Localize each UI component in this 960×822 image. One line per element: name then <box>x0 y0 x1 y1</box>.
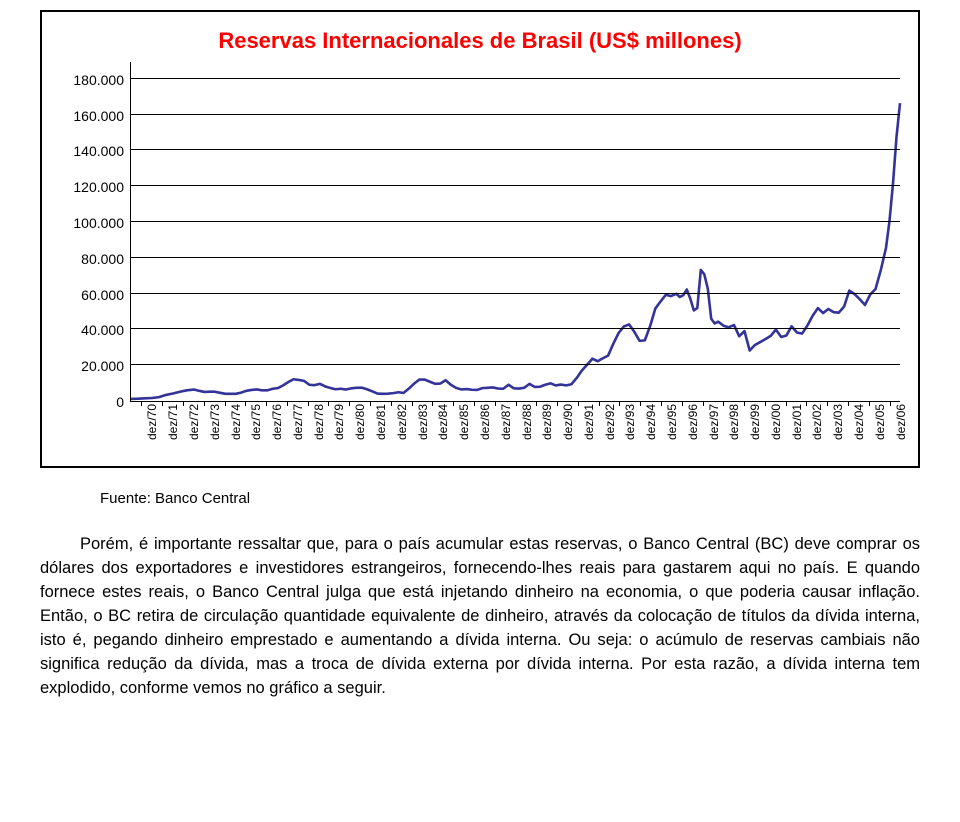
y-tick-label: 160.000 <box>73 108 124 124</box>
chart-body: 020.00040.00060.00080.000100.000120.0001… <box>60 62 900 402</box>
x-axis: dez/70 dez/71 dez/72 dez/73 dez/74 dez/75 dez/… <box>130 402 900 456</box>
x-tick-label: dez/83 <box>416 404 430 440</box>
x-tick-label: dez/95 <box>665 404 679 440</box>
reserves-line <box>131 103 900 399</box>
x-tick-label: dez/88 <box>520 404 534 440</box>
x-tick-label: dez/86 <box>478 404 492 440</box>
gridline <box>131 221 900 222</box>
x-tick-label: dez/80 <box>353 404 367 440</box>
x-tick-label: dez/03 <box>831 404 845 440</box>
gridline <box>131 149 900 150</box>
y-tick-label: 40.000 <box>81 322 124 338</box>
x-tick-label: dez/98 <box>727 404 741 440</box>
x-tick-label: dez/85 <box>457 404 471 440</box>
y-tick-label: 140.000 <box>73 143 124 159</box>
x-tick-label: dez/96 <box>686 404 700 440</box>
gridline <box>131 293 900 294</box>
chart-frame: Reservas Internacionales de Brasil (US$ … <box>40 10 920 468</box>
x-tick-label: dez/72 <box>187 404 201 440</box>
x-tick-label: dez/84 <box>436 404 450 440</box>
x-tick-label: dez/92 <box>603 404 617 440</box>
x-tick-label: dez/74 <box>229 404 243 440</box>
x-tick-label: dez/99 <box>748 404 762 440</box>
chart-source: Fuente: Banco Central <box>100 490 920 507</box>
x-tick-label: dez/75 <box>249 404 263 440</box>
y-tick-label: 60.000 <box>81 287 124 303</box>
x-tick-label: dez/89 <box>540 404 554 440</box>
x-tick-label: dez/82 <box>395 404 409 440</box>
x-tick-label: dez/01 <box>790 404 804 440</box>
x-tick-label: dez/93 <box>623 404 637 440</box>
x-tick-label: dez/00 <box>769 404 783 440</box>
gridline <box>131 114 900 115</box>
chart-title: Reservas Internacionales de Brasil (US$ … <box>60 28 900 54</box>
gridline <box>131 364 900 365</box>
x-tick-label: dez/81 <box>374 404 388 440</box>
body-paragraph-1: Porém, é importante ressaltar que, para … <box>40 533 920 700</box>
gridline <box>131 78 900 79</box>
x-tick-label: dez/94 <box>644 404 658 440</box>
x-tick-label: dez/90 <box>561 404 575 440</box>
x-tick-label: dez/70 <box>145 404 159 440</box>
x-tick-label: dez/71 <box>166 404 180 440</box>
x-tick-label: dez/97 <box>707 404 721 440</box>
page-root: Reservas Internacionales de Brasil (US$ … <box>0 0 960 730</box>
x-tick-label: dez/79 <box>332 404 346 440</box>
y-tick-label: 100.000 <box>73 215 124 231</box>
y-tick-label: 180.000 <box>73 72 124 88</box>
x-tick-label: dez/04 <box>852 404 866 440</box>
x-tick-label: dez/76 <box>270 404 284 440</box>
x-tick-label: dez/73 <box>208 404 222 440</box>
gridline <box>131 328 900 329</box>
y-axis: 020.00040.00060.00080.000100.000120.0001… <box>60 62 130 402</box>
x-tick-label: dez/78 <box>312 404 326 440</box>
y-tick-label: 80.000 <box>81 251 124 267</box>
gridline <box>131 257 900 258</box>
x-tick-label: dez/77 <box>291 404 305 440</box>
gridline <box>131 185 900 186</box>
x-tick-label: dez/87 <box>499 404 513 440</box>
y-tick-label: 20.000 <box>81 358 124 374</box>
x-tick-label: dez/06 <box>894 404 908 440</box>
x-tick-label: dez/05 <box>873 404 887 440</box>
plot-area <box>130 62 900 402</box>
x-tick-label: dez/02 <box>810 404 824 440</box>
y-tick-label: 0 <box>116 394 124 410</box>
y-tick-label: 120.000 <box>73 179 124 195</box>
x-tick-label: dez/91 <box>582 404 596 440</box>
